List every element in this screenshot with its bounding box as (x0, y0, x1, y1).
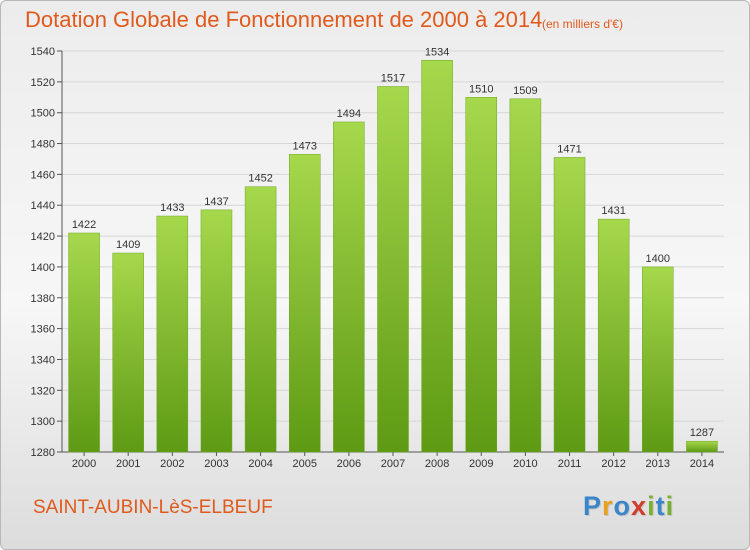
bar-2011 (553, 157, 586, 453)
chart-subtitle: (en milliers d'€) (542, 17, 623, 31)
x-tick-label-2006: 2006 (337, 458, 361, 470)
x-tick-label-2002: 2002 (160, 458, 184, 470)
y-tick-label: 1360 (31, 324, 55, 336)
logo-letter: i (665, 491, 675, 521)
value-label-2001: 1409 (116, 239, 140, 251)
bar-2007 (377, 86, 409, 453)
x-tick-label-2010: 2010 (513, 458, 537, 470)
logo-letter: P (583, 491, 603, 521)
proxiti-logo: Proxiti (583, 491, 674, 522)
bar-2005 (288, 154, 321, 453)
value-label-2011: 1471 (557, 143, 581, 155)
y-tick-label: 1400 (31, 262, 55, 274)
bar-2004 (244, 186, 277, 453)
y-tick-label: 1520 (31, 77, 55, 89)
value-label-2014: 1287 (690, 427, 714, 439)
value-label-2013: 1400 (646, 253, 670, 265)
value-label-2007: 1517 (381, 72, 405, 84)
value-label-2006: 1494 (337, 108, 361, 120)
y-tick-label: 1480 (31, 139, 55, 151)
bar-2008 (421, 60, 453, 453)
value-label-2010: 1509 (513, 85, 537, 97)
value-label-2012: 1431 (601, 205, 625, 217)
bar-2009 (465, 97, 498, 453)
value-label-2008: 1534 (425, 46, 449, 58)
x-tick-label-2001: 2001 (116, 458, 140, 470)
logo-letter: t (655, 491, 666, 521)
bar-2002 (156, 215, 189, 453)
x-tick-label-2014: 2014 (690, 458, 714, 470)
y-tick-label: 1280 (31, 447, 55, 459)
y-tick-label: 1320 (31, 385, 55, 397)
x-tick-label-2008: 2008 (425, 458, 449, 470)
x-tick-label-2011: 2011 (558, 458, 582, 470)
bar-chart: 1280 1300 1320 1340 1360 1380 1400 1420 1440 1460… (31, 46, 724, 470)
value-label-2002: 1433 (160, 202, 184, 214)
bar-2006 (333, 121, 365, 453)
y-tick-label: 1460 (31, 169, 55, 181)
y-tick-label: 1340 (31, 354, 55, 366)
logo-letter: r (602, 491, 614, 521)
y-tick-label: 1500 (31, 108, 55, 120)
value-label-2000: 1422 (72, 219, 96, 231)
logo-letter: i (647, 491, 656, 521)
y-tick-label: 1380 (31, 293, 55, 305)
x-tick-label-2009: 2009 (469, 458, 493, 470)
bar-2001 (112, 252, 144, 453)
x-tick-label-2000: 2000 (72, 458, 96, 470)
y-tick-label: 1540 (31, 46, 55, 58)
bar-2014 (686, 440, 718, 453)
chart-title: Dotation Globale de Fonctionnement de 20… (25, 7, 543, 32)
bar-2000 (68, 232, 100, 453)
bar-2012 (597, 218, 630, 453)
x-tick-label-2004: 2004 (248, 458, 272, 470)
bar-2003 (200, 209, 233, 453)
bar-2013 (642, 266, 674, 453)
x-tick-label-2003: 2003 (204, 458, 228, 470)
labels: 1280 1300 1320 1340 1360 1380 1400 1420 1440 1460… (31, 46, 715, 470)
x-tick-label-2012: 2012 (601, 458, 625, 470)
x-tick-label-2013: 2013 (646, 458, 670, 470)
bars (68, 60, 718, 453)
commune-name: SAINT-AUBIN-LèS-ELBEUF (33, 497, 273, 518)
value-label-2009: 1510 (469, 83, 493, 95)
value-label-2005: 1473 (292, 140, 316, 152)
value-label-2004: 1452 (248, 173, 272, 185)
logo-letter: o (613, 491, 632, 521)
logo-letter: x (631, 491, 648, 521)
x-tick-label-2007: 2007 (381, 458, 405, 470)
bar-2010 (509, 98, 542, 453)
y-tick-label: 1440 (31, 200, 55, 212)
y-tick-label: 1300 (31, 416, 55, 428)
x-tick-label-2005: 2005 (292, 458, 316, 470)
y-tick-label: 1420 (31, 231, 55, 243)
value-label-2003: 1437 (204, 196, 228, 208)
